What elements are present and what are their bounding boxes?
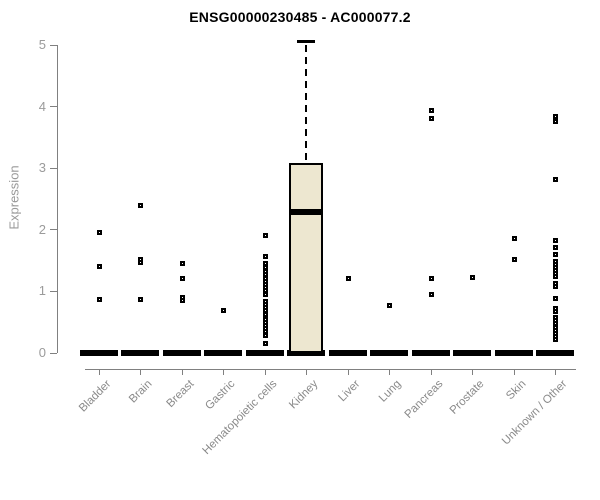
outlier-point <box>262 341 268 347</box>
boxplot-zero-dash <box>121 350 160 356</box>
boxplot-zero-dash <box>535 350 574 356</box>
x-axis-tick <box>347 369 349 375</box>
outlier-point <box>262 232 268 238</box>
outlier-point <box>428 275 434 281</box>
outlier-point <box>428 108 434 114</box>
outlier-point <box>179 261 185 267</box>
x-axis-tick <box>430 369 432 375</box>
x-axis-line <box>85 369 576 370</box>
boxplot-zero-dash <box>494 350 533 356</box>
outlier-point <box>552 251 558 257</box>
outlier-point <box>387 302 393 308</box>
outlier-point <box>470 274 476 280</box>
y-axis-tick-label: 5 <box>38 37 46 52</box>
outlier-point <box>97 296 102 302</box>
outlier-point <box>428 292 434 298</box>
boxplot-zero-dash <box>287 350 326 356</box>
x-axis-tick <box>472 369 474 375</box>
x-axis-tick <box>554 369 556 375</box>
boxplot-zero-dash <box>411 350 450 356</box>
x-axis-tick <box>140 369 142 375</box>
outlier-point <box>511 256 517 262</box>
y-axis-tick <box>50 352 57 354</box>
outlier-point <box>552 296 558 302</box>
outlier-point <box>428 116 434 122</box>
outlier-point <box>552 238 558 244</box>
boxplot-whisker-cap <box>297 39 316 43</box>
y-axis-tick <box>50 290 57 292</box>
x-axis-tick <box>99 369 100 375</box>
outlier-point <box>552 336 558 342</box>
boxplot-whisker <box>305 44 308 164</box>
outlier-point <box>552 177 558 183</box>
x-axis-tick <box>306 369 308 375</box>
x-axis-tick <box>513 369 515 375</box>
y-axis-tick-label: 0 <box>38 345 46 360</box>
chart-title: ENSG00000230485 - AC000077.2 <box>189 9 411 25</box>
outlier-point <box>552 114 558 120</box>
boxplot-box <box>289 163 324 353</box>
y-axis-tick <box>50 229 57 231</box>
outlier-point <box>179 298 185 304</box>
outlier-point <box>138 259 144 265</box>
boxplot-zero-dash <box>204 350 243 356</box>
y-axis-tick-label: 1 <box>38 283 46 299</box>
outlier-point <box>262 311 268 317</box>
outlier-point <box>552 274 558 279</box>
boxplot-zero-dash <box>245 350 284 356</box>
outlier-point <box>262 253 268 259</box>
outlier-point <box>138 296 144 302</box>
outlier-point <box>552 245 558 251</box>
outlier-point <box>262 264 268 270</box>
boxplot-zero-dash <box>328 350 367 356</box>
outlier-point <box>97 230 102 236</box>
boxplot-zero-dash <box>453 350 492 356</box>
x-axis-tick <box>264 369 266 375</box>
outlier-point <box>179 275 185 281</box>
outlier-point <box>345 276 351 282</box>
x-axis-tick <box>223 369 225 375</box>
outlier-point <box>552 284 558 290</box>
y-axis-tick <box>50 44 57 46</box>
outlier-point <box>511 235 517 241</box>
y-axis-tick-label: 4 <box>38 98 46 114</box>
y-axis-tick <box>50 106 57 108</box>
outlier-point <box>97 264 102 270</box>
y-axis-tick-label: 3 <box>38 160 46 176</box>
boxplot-zero-dash <box>80 350 118 356</box>
x-axis-tick <box>389 369 391 375</box>
outlier-point <box>262 292 268 298</box>
outlier-point <box>552 118 558 124</box>
boxplot-zero-dash <box>162 350 201 356</box>
y-axis-tick-label: 2 <box>38 221 46 237</box>
x-axis-tick <box>181 369 183 375</box>
y-axis-tick <box>50 167 57 169</box>
y-axis-line <box>57 45 58 353</box>
outlier-point <box>262 332 268 338</box>
boxplot-median-line <box>291 208 322 215</box>
outlier-point <box>262 288 268 294</box>
outlier-point <box>221 307 227 313</box>
boxplot-zero-dash <box>370 350 409 356</box>
outlier-point <box>138 203 144 209</box>
outlier-point <box>552 309 558 315</box>
